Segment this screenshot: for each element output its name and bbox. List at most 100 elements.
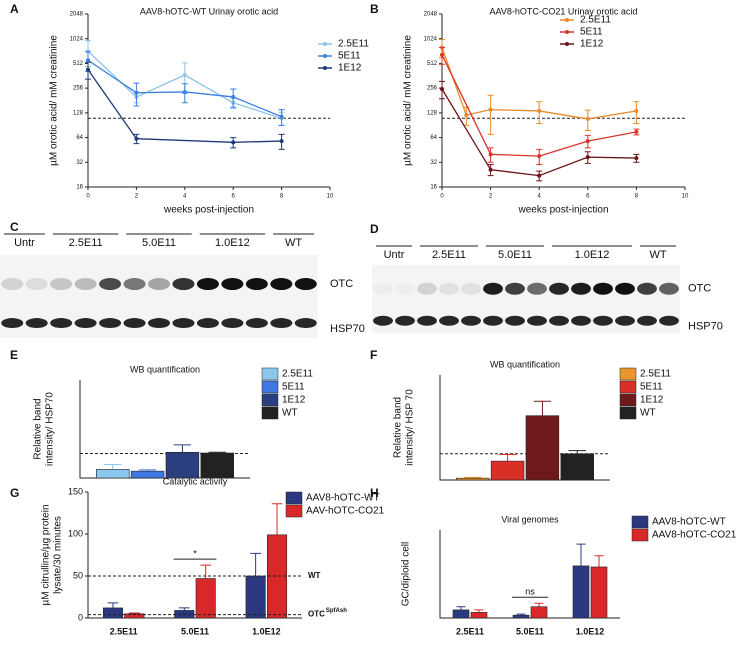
series-line bbox=[87, 69, 282, 143]
legend-swatch bbox=[619, 380, 637, 394]
y-tick-label: 16 bbox=[76, 185, 83, 191]
error-bar bbox=[576, 543, 586, 566]
bar bbox=[490, 460, 525, 481]
error-bar bbox=[568, 450, 586, 454]
otc-band bbox=[25, 278, 48, 291]
lane-group-label: Untr bbox=[14, 237, 35, 249]
otc-band bbox=[461, 282, 481, 295]
data-point bbox=[634, 156, 639, 161]
y-axis-label: µM citrulline/µg protein bbox=[41, 504, 52, 605]
data-point bbox=[488, 107, 493, 112]
bar bbox=[530, 606, 548, 619]
chart-title: AAV8-hOTC-WT Urinay orotic acid bbox=[140, 6, 278, 16]
data-point bbox=[86, 67, 90, 72]
panel-letter: D bbox=[370, 222, 379, 236]
data-point bbox=[440, 86, 444, 91]
hsp70-band bbox=[505, 315, 525, 326]
legend-label: 2.5E11 bbox=[580, 15, 611, 26]
bar bbox=[130, 470, 165, 479]
x-tick-label: 2 bbox=[135, 194, 139, 200]
x-tick-label: 10 bbox=[682, 194, 689, 200]
error-bar bbox=[250, 552, 261, 576]
panel-letter: B bbox=[370, 2, 379, 16]
x-tick-label: 2 bbox=[489, 194, 493, 200]
hsp70-band bbox=[395, 315, 415, 326]
reference-label: WT bbox=[308, 571, 321, 580]
otc-band bbox=[637, 282, 657, 295]
hsp70-band bbox=[417, 315, 437, 326]
x-tick-label: 6 bbox=[586, 194, 590, 200]
legend-swatch bbox=[619, 367, 637, 381]
hsp70-band bbox=[549, 315, 569, 326]
panel-letter: C bbox=[10, 220, 19, 234]
bar bbox=[165, 451, 200, 479]
error-bar bbox=[104, 464, 122, 470]
lane-group-label: 2.5E11 bbox=[432, 249, 466, 261]
y-tick-label: 1024 bbox=[424, 36, 438, 42]
error-bar bbox=[498, 454, 517, 462]
hsp70-band bbox=[50, 318, 73, 329]
data-point bbox=[634, 108, 639, 113]
error-bar bbox=[534, 602, 544, 607]
axes bbox=[87, 14, 330, 188]
x-tick-label: 2.5E11 bbox=[456, 626, 484, 636]
bar bbox=[470, 612, 488, 619]
hsp70-band bbox=[294, 318, 317, 329]
data-point bbox=[231, 140, 236, 145]
band-label: HSP70 bbox=[688, 321, 723, 333]
chart-title: Catalytic activity bbox=[163, 476, 228, 486]
legend-swatch bbox=[261, 406, 279, 420]
chart-title: WB quantification bbox=[130, 364, 200, 374]
panel-letter: G bbox=[10, 486, 19, 500]
y-axis-label: GC/diploid cell bbox=[401, 542, 412, 606]
y-axis-label: lysate/30 minutes bbox=[53, 516, 64, 594]
otc-band bbox=[294, 278, 317, 291]
hsp70-band bbox=[221, 318, 244, 329]
legend-label: 5E11 bbox=[580, 27, 603, 38]
axes bbox=[439, 530, 620, 619]
otc-band bbox=[439, 282, 459, 295]
hsp70-band bbox=[123, 318, 146, 329]
legend-swatch bbox=[261, 380, 279, 394]
x-tick-label: 0 bbox=[440, 194, 444, 200]
bar bbox=[560, 453, 594, 481]
data-point bbox=[182, 73, 187, 78]
legend-swatch bbox=[631, 515, 649, 529]
data-point bbox=[86, 58, 90, 63]
bar bbox=[245, 575, 266, 619]
reference-label: OTC bbox=[308, 610, 325, 619]
hsp70-band bbox=[637, 315, 657, 326]
legend-marker bbox=[323, 42, 327, 46]
otc-band bbox=[527, 282, 547, 295]
bar bbox=[512, 614, 530, 619]
x-tick-label: 8 bbox=[635, 194, 639, 200]
legend-marker bbox=[323, 66, 327, 70]
legend-label: 5E11 bbox=[640, 382, 663, 393]
legend-label: 1E12 bbox=[640, 395, 664, 406]
data-point bbox=[537, 154, 542, 159]
panel-letter: E bbox=[10, 348, 18, 362]
hsp70-band bbox=[461, 315, 481, 326]
x-tick-label: 1.0E12 bbox=[252, 626, 281, 636]
x-tick-label: 1.0E12 bbox=[576, 626, 605, 636]
legend-swatch bbox=[285, 504, 303, 518]
legend-marker bbox=[565, 42, 569, 46]
panel-letter: H bbox=[370, 486, 379, 500]
bar bbox=[525, 415, 560, 481]
band-label: HSP70 bbox=[330, 323, 365, 335]
error-bar bbox=[474, 609, 484, 613]
y-axis-label: Relative band bbox=[33, 398, 44, 459]
hsp70-band bbox=[99, 318, 122, 329]
data-point bbox=[134, 136, 139, 141]
hsp70-band bbox=[593, 315, 613, 326]
x-axis-label: weeks post-injection bbox=[517, 205, 608, 216]
legend-label: 1E12 bbox=[580, 39, 604, 50]
y-tick-label: 256 bbox=[427, 86, 438, 92]
bar bbox=[452, 609, 470, 619]
otc-band bbox=[147, 278, 171, 291]
hsp70-band bbox=[1, 318, 24, 329]
y-axis-label: intensity/ HSP 70 bbox=[405, 389, 416, 466]
otc-band bbox=[483, 282, 503, 295]
hsp70-band bbox=[483, 315, 503, 326]
